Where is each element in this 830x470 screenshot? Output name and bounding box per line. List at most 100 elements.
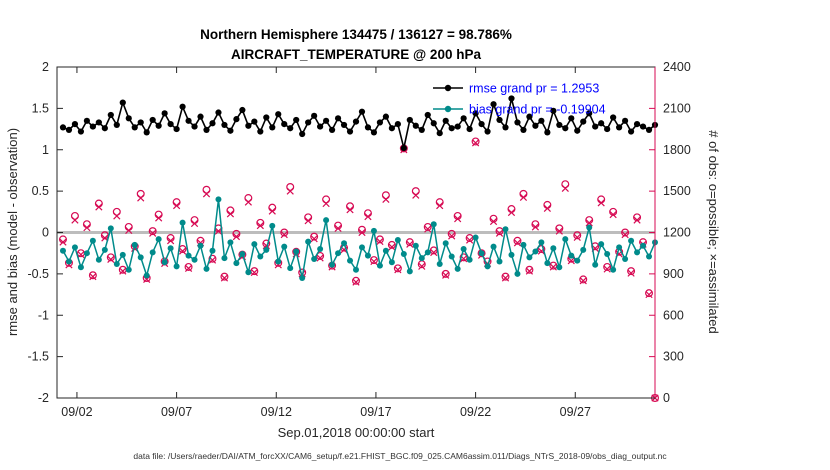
obs-assimilated-marker [412,191,420,199]
y-tick-right-label: 1200 [663,226,691,240]
rmse-marker [71,120,79,128]
rmse-marker [418,126,425,133]
y-tick-left-label: -0.5 [27,267,49,281]
rmse-marker [442,117,449,124]
rmse-marker [209,120,216,127]
rmse-marker [574,127,581,134]
rmse-marker [185,117,192,124]
bias-marker [317,246,324,253]
rmse-marker [639,123,647,130]
bias-marker [191,256,198,263]
bias-marker [436,260,443,267]
rmse-marker [454,123,461,130]
rmse-marker [472,110,479,117]
obs-assimilated-marker [549,263,557,271]
obs-assimilated-marker [214,227,223,235]
rmse-marker [173,125,180,133]
bias-marker [370,227,377,234]
rmse-marker [592,123,599,130]
obs-assimilated-marker [507,208,516,217]
rmse-marker [161,110,168,117]
bias-marker [382,247,389,254]
rmse-marker [562,125,569,132]
rmse-marker [394,120,401,128]
bias-marker [221,255,228,262]
bias-marker [610,266,617,273]
obs-possible-marker [184,262,193,271]
obs-assimilated-marker [286,187,294,195]
obs-assimilated-marker [513,239,522,247]
rmse-marker [508,95,515,102]
obs-assimilated-marker [89,273,97,281]
bias-marker [376,262,383,269]
bias-marker [143,272,150,279]
rmse-marker [107,111,114,119]
bias-marker [323,217,330,224]
y-tick-left-label: -2 [38,391,49,405]
obs-assimilated-marker [137,194,145,202]
obs-possible-marker [471,137,480,146]
bias-marker [95,256,102,263]
rmse-marker [436,130,443,137]
obs-assimilated-marker [495,229,504,237]
legend: rmse grand pr = 1.2953 bias grand pr = -… [433,82,606,117]
rmse-marker [520,126,527,133]
obs-assimilated-marker [621,230,629,239]
obs-assimilated-marker [448,232,456,240]
bias-marker [77,264,84,271]
rmse-marker [364,124,372,131]
obs-assimilated-marker [388,243,396,251]
rmse-marker [448,125,455,132]
bias-marker [634,249,641,256]
bias-marker [472,234,479,241]
obs-assimilated-marker [358,228,366,237]
y-tick-right-label: 900 [663,267,684,281]
obs-assimilated-marker [334,224,342,232]
rmse-marker [197,113,204,120]
rmse-marker [101,125,108,132]
bias-marker [400,251,407,258]
rmse-marker [586,110,593,117]
bias-marker [83,250,90,257]
bias-marker [508,251,515,258]
x-tick-label: 09/07 [161,405,192,419]
rmse-marker [484,128,491,135]
obs-assimilated-marker [250,268,258,277]
plot-area: 09/02 09/07 09/12 09/17 09/22 09/27 -2 -1.5 -1 -0… [27,60,690,419]
bias-marker [107,225,114,232]
bias-marker [478,250,485,257]
obs-possible-marker [501,272,510,281]
obs-assimilated-marker [346,206,354,214]
rmse-marker [77,128,85,135]
obs-assimilated-marker [178,247,187,255]
rmse-marker [191,123,198,130]
bias-marker [287,265,294,272]
obs-possible-marker [549,261,558,270]
obs-assimilated-marker [220,274,229,282]
rmse-marker [645,126,653,133]
obs-possible-marker [441,269,450,278]
obs-assimilated-marker [501,274,510,282]
bias-marker [185,252,192,259]
x-tick-label: 09/17 [360,405,391,419]
obs-assimilated-marker [471,139,480,147]
bias-marker [293,248,300,255]
y-tick-left-label: 0 [42,226,49,240]
x-axis-label: Sep.01,2018 00:00:00 start [278,425,435,440]
rmse-marker [370,129,378,136]
bias-marker [131,241,138,248]
rmse-marker [83,117,90,124]
obs-possible-marker [621,228,630,237]
obs-assimilated-marker [304,217,312,225]
rmse-marker [89,123,96,130]
rmse-marker [293,116,300,124]
rmse-marker [478,120,485,128]
bias-marker [149,249,156,256]
y-tick-left-label: 1.5 [32,101,49,115]
x-tick-label: 09/12 [261,405,292,419]
x-tick-label: 09/27 [560,405,591,419]
rmse-marker [287,125,294,132]
y-tick-left-label: 0.5 [32,184,49,198]
